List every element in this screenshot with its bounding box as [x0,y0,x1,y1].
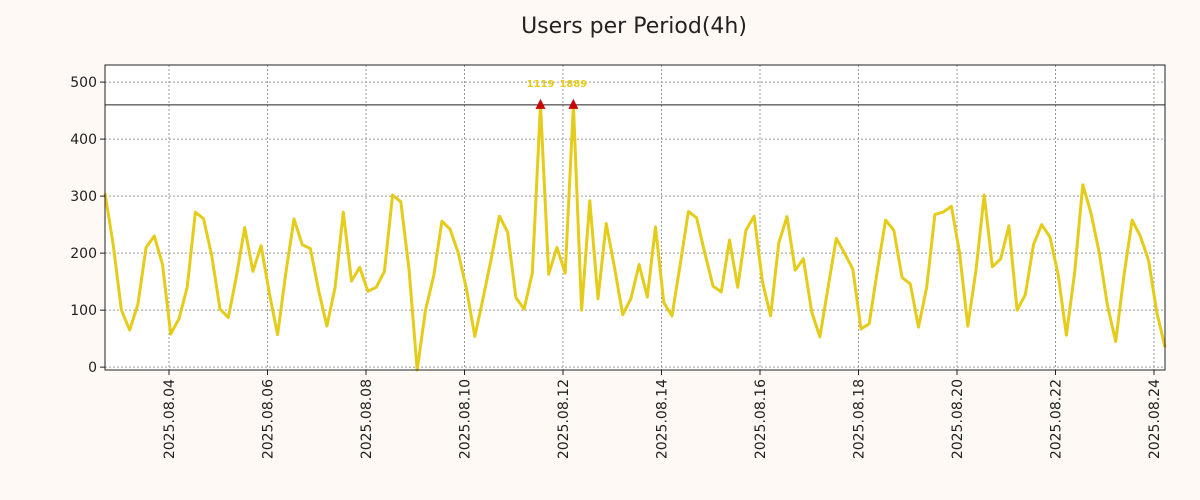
axes: 0 100 200 300 400 500 2025.08.04 2025.08.06 2025… [70,64,1166,459]
peak-marker [568,98,579,109]
x-tick-label: 2025.08.14 [655,379,671,459]
x-tick-label: 2025.08.18 [852,379,868,459]
peak-markers: 1119 1889 [527,79,587,109]
y-tick-label: 400 [70,132,97,148]
x-tick-label: 2025.08.16 [753,379,769,459]
x-tick-label: 2025.08.10 [458,379,474,459]
plot-area [104,64,1166,371]
plot-frame [104,64,1166,371]
peak-marker [535,98,546,109]
x-tick-label: 2025.08.24 [1147,379,1163,459]
grid-lines [105,65,1165,370]
chart-title: Users per Period(4h) [521,14,747,39]
y-tick-label: 300 [70,189,97,205]
x-tick-label: 2025.08.08 [359,379,375,459]
y-tick-label: 0 [88,360,97,376]
x-tick-label: 2025.08.12 [556,379,572,459]
x-tick-label: 2025.08.20 [950,379,966,459]
series-layer [103,103,1167,372]
peak-label: 1889 [559,79,587,90]
y-tick-label: 100 [70,303,97,319]
y-tick-label: 200 [70,246,97,262]
x-tick-label: 2025.08.22 [1049,379,1065,459]
peak-label: 1119 [527,79,555,90]
x-tick-label: 2025.08.04 [162,379,178,459]
series-line-users [103,103,1167,372]
x-tick-label: 2025.08.06 [261,379,277,459]
y-tick-label: 500 [70,75,97,91]
